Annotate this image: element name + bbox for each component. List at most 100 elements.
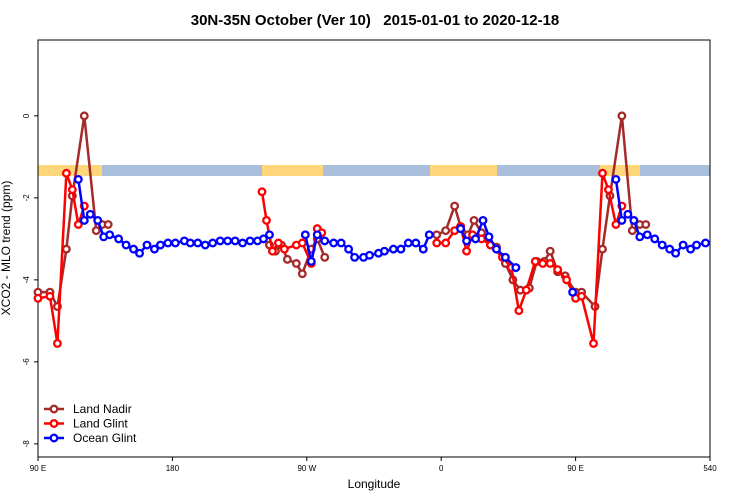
legend-marker bbox=[49, 419, 59, 428]
data-point bbox=[553, 265, 563, 275]
data-point bbox=[545, 259, 555, 268]
data-point bbox=[484, 232, 494, 242]
data-point bbox=[297, 238, 307, 248]
data-point bbox=[268, 246, 277, 256]
data-point bbox=[577, 291, 587, 301]
data-point bbox=[79, 215, 89, 225]
data-point bbox=[545, 246, 555, 256]
data-point bbox=[623, 209, 633, 219]
data-point bbox=[492, 244, 501, 254]
data-point bbox=[135, 248, 144, 258]
x-tick-label: 90 E bbox=[567, 464, 583, 473]
data-point bbox=[350, 252, 360, 262]
land-band bbox=[430, 165, 497, 176]
data-point bbox=[300, 230, 310, 240]
data-point bbox=[200, 240, 210, 250]
data-point bbox=[150, 244, 159, 254]
legend-label: Land Glint bbox=[73, 417, 128, 431]
data-point bbox=[73, 220, 83, 229]
data-point bbox=[635, 232, 645, 242]
data-point bbox=[469, 215, 479, 225]
data-point bbox=[129, 244, 139, 254]
data-point bbox=[257, 187, 267, 197]
series-line bbox=[38, 114, 646, 308]
data-point bbox=[61, 168, 71, 178]
data-point bbox=[568, 287, 578, 297]
data-point bbox=[52, 338, 62, 348]
data-point bbox=[297, 269, 307, 279]
ocean-band bbox=[323, 165, 430, 176]
data-point bbox=[462, 236, 472, 246]
data-point bbox=[701, 238, 710, 248]
data-point bbox=[617, 215, 627, 225]
data-point bbox=[163, 238, 173, 248]
data-point bbox=[641, 220, 651, 229]
data-point bbox=[642, 230, 652, 240]
data-point bbox=[365, 250, 374, 260]
data-point bbox=[238, 238, 248, 248]
data-point bbox=[686, 244, 696, 254]
data-point bbox=[73, 174, 83, 184]
land-ocean-mask bbox=[38, 165, 710, 176]
data-point bbox=[156, 240, 165, 250]
data-point bbox=[441, 226, 451, 236]
data-point bbox=[61, 244, 71, 254]
land-band bbox=[262, 165, 323, 176]
data-point bbox=[589, 338, 598, 348]
data-point bbox=[462, 246, 472, 256]
data-point bbox=[678, 240, 688, 250]
plot-frame bbox=[37, 39, 711, 458]
data-point bbox=[611, 220, 621, 229]
x-axis-label: Longitude bbox=[348, 477, 401, 491]
data-point bbox=[291, 259, 301, 268]
data-point bbox=[320, 236, 330, 246]
data-point bbox=[450, 201, 460, 211]
data-point bbox=[598, 168, 607, 178]
data-point bbox=[380, 246, 389, 256]
data-point bbox=[418, 244, 428, 254]
land-band bbox=[38, 165, 102, 176]
data-point bbox=[312, 230, 322, 240]
x-tick-label: 90 E bbox=[30, 464, 46, 473]
data-point bbox=[471, 234, 480, 244]
data-point bbox=[279, 244, 289, 254]
data-point bbox=[500, 252, 510, 262]
legend-marker bbox=[49, 433, 59, 443]
data-point bbox=[306, 256, 316, 266]
data-point bbox=[424, 230, 434, 240]
data-point bbox=[170, 238, 180, 248]
data-point bbox=[223, 236, 233, 246]
data-point bbox=[396, 244, 406, 254]
data-point bbox=[629, 215, 639, 225]
x-tick-label: 540 bbox=[703, 464, 717, 473]
data-point bbox=[259, 234, 268, 244]
data-point bbox=[208, 238, 218, 248]
data-point bbox=[671, 248, 681, 258]
data-point bbox=[611, 174, 621, 184]
legend-label: Land Nadir bbox=[73, 402, 132, 416]
y-tick-label: -8 bbox=[22, 440, 31, 448]
data-point bbox=[45, 291, 55, 301]
ocean-band bbox=[102, 165, 262, 176]
data-point bbox=[33, 293, 43, 303]
data-point bbox=[329, 238, 339, 248]
data-point bbox=[79, 111, 89, 121]
data-point bbox=[530, 256, 540, 266]
data-point bbox=[344, 244, 354, 254]
data-point bbox=[273, 238, 283, 248]
x-tick-label: 180 bbox=[166, 464, 180, 473]
data-point bbox=[114, 234, 124, 244]
data-point bbox=[403, 238, 413, 248]
data-point bbox=[262, 215, 271, 225]
data-point bbox=[521, 285, 531, 295]
data-point bbox=[105, 230, 115, 240]
data-point bbox=[282, 254, 292, 264]
data-point bbox=[245, 236, 255, 246]
data-point bbox=[336, 238, 346, 248]
data-point bbox=[627, 226, 637, 236]
data-point bbox=[617, 111, 627, 121]
data-point bbox=[91, 226, 101, 236]
data-point bbox=[215, 236, 225, 246]
data-point bbox=[85, 209, 95, 219]
